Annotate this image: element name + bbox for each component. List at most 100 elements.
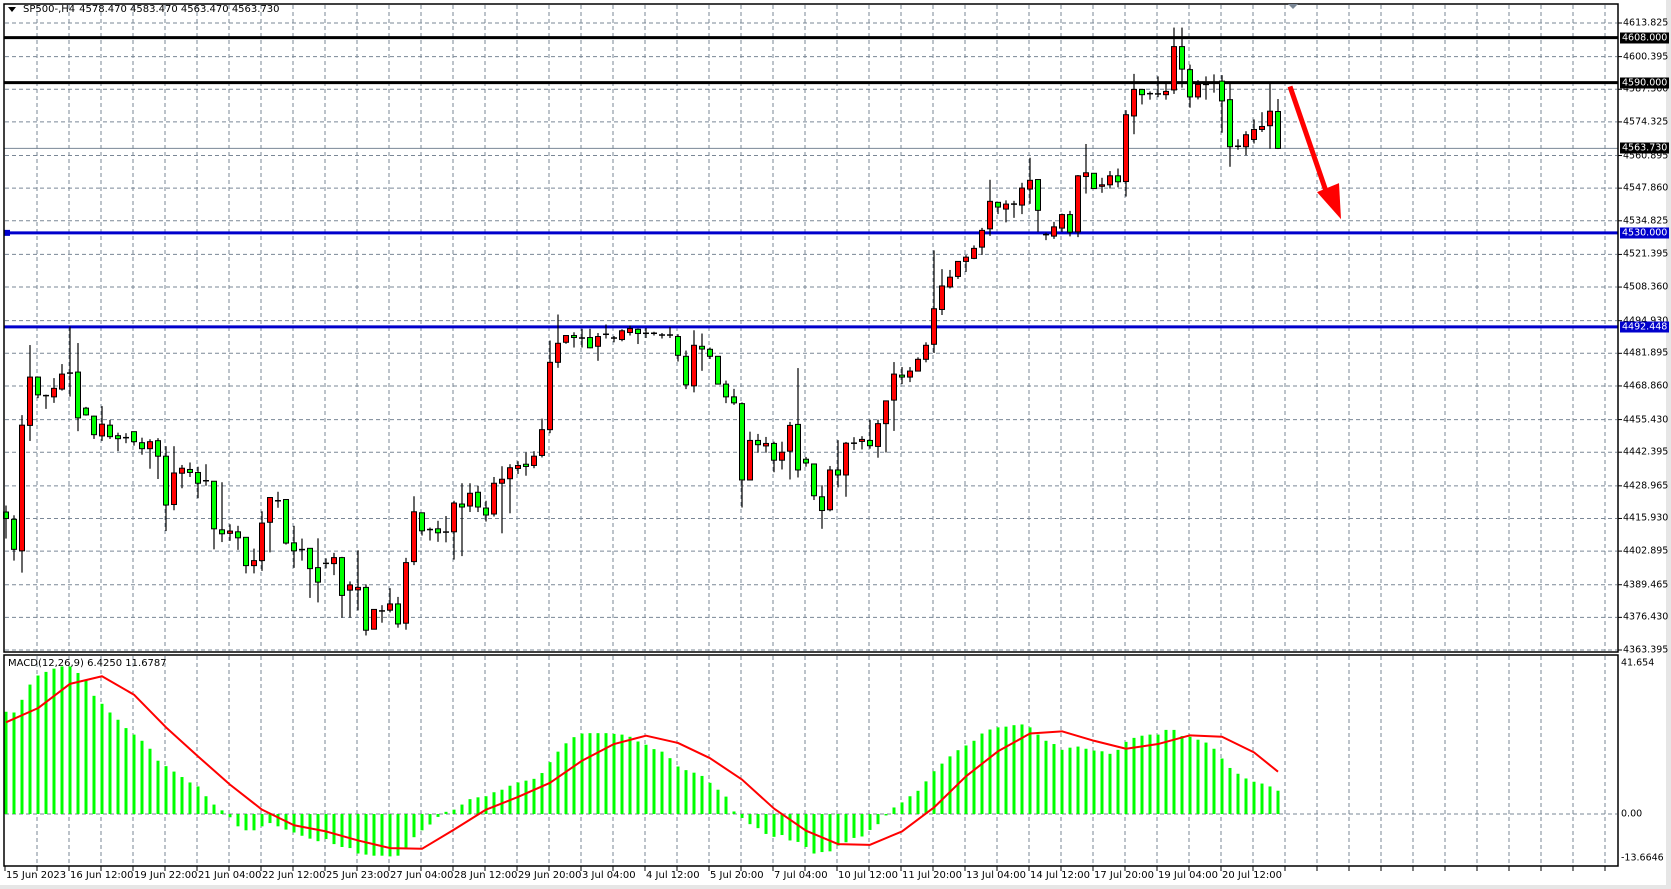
dropdown-triangle-icon[interactable] (8, 7, 16, 12)
candle-body (107, 424, 113, 438)
macd-histogram-bar (148, 748, 152, 814)
candle-body (1035, 179, 1041, 211)
candle (115, 432, 121, 452)
macd-histogram-bar (668, 758, 672, 814)
candle (83, 406, 89, 416)
macd-histogram-bar (476, 797, 480, 814)
candle-body (763, 442, 769, 447)
macd-histogram-bar (1012, 725, 1016, 814)
macd-histogram-bar (524, 780, 528, 814)
candle (123, 433, 129, 444)
candle (579, 328, 585, 348)
candle-body (683, 355, 689, 386)
candle (827, 465, 833, 512)
candle-body (1163, 90, 1169, 96)
candle (787, 421, 793, 480)
candle-body (507, 467, 513, 480)
macd-histogram-bar (156, 760, 160, 814)
candle-body (1179, 46, 1185, 70)
candle (1043, 232, 1049, 241)
price-axis-label: 4508.360 (1623, 281, 1669, 293)
macd-histogram-bar (1252, 781, 1256, 814)
macd-histogram-bar (748, 814, 752, 825)
chart-shift-marker-icon[interactable] (1288, 4, 1298, 9)
candle-body (291, 542, 297, 552)
candle (467, 483, 473, 513)
macd-histogram-bar (1116, 749, 1120, 814)
candle-body (691, 344, 697, 387)
candle-body (1123, 114, 1129, 183)
candle-body (1003, 203, 1009, 210)
candle-body (627, 328, 633, 334)
macd-histogram-bar (956, 750, 960, 814)
candle (59, 364, 65, 391)
candle-body (1139, 88, 1145, 96)
candle (699, 333, 705, 371)
macd-histogram-bar (1076, 746, 1080, 814)
candle (435, 520, 441, 542)
macd-histogram-bar (548, 762, 552, 814)
candle (35, 376, 41, 399)
macd-histogram-bar (212, 804, 216, 814)
candle-body (555, 342, 561, 363)
macd-histogram-bar (1148, 734, 1152, 814)
macd-histogram-bar (532, 778, 536, 814)
candle (475, 485, 481, 513)
candle-body (483, 507, 489, 516)
candle (803, 456, 809, 467)
candle-body (139, 442, 145, 450)
macd-histogram-bar (1276, 790, 1280, 814)
candle (659, 333, 665, 339)
macd-histogram-bar (636, 741, 640, 814)
candle-body (779, 451, 785, 461)
candle-body (179, 467, 185, 474)
macd-axis-label: 0.00 (1621, 808, 1643, 820)
candle (675, 334, 681, 362)
macd-histogram-bar (708, 782, 712, 814)
time-axis-label: 11 Jul 20:00 (902, 870, 962, 881)
candle (979, 227, 985, 255)
macd-histogram-bar (676, 766, 680, 814)
candle (771, 441, 777, 473)
macd-histogram-bar (484, 796, 488, 814)
candle-body (283, 499, 289, 544)
candle-body (1067, 214, 1073, 233)
candle-body (195, 471, 201, 484)
candle (155, 438, 161, 479)
candle (11, 515, 17, 561)
time-axis-label: 27 Jun 04:00 (390, 870, 454, 881)
candle (1187, 64, 1193, 108)
candle-body (467, 492, 473, 507)
candle (1251, 119, 1257, 144)
macd-histogram-bar (1268, 786, 1272, 814)
candle-body (523, 463, 529, 467)
macd-histogram-bar (244, 814, 248, 831)
candle (339, 556, 345, 618)
candle-body (115, 435, 121, 440)
macd-histogram-bar (292, 814, 296, 833)
candle-body (747, 439, 753, 481)
candle (891, 362, 897, 431)
down-arrow-annotation[interactable] (1287, 85, 1341, 220)
candle (171, 446, 177, 511)
macd-histogram-bar (1100, 751, 1104, 814)
candle-body (75, 371, 81, 419)
time-axis-label: 25 Jun 23:00 (326, 870, 390, 881)
candle (915, 357, 921, 372)
time-axis-label: 16 Jun 12:00 (70, 870, 134, 881)
support-price-tag: 4492.448 (1620, 321, 1670, 333)
price-axis-label: 4468.860 (1623, 380, 1669, 392)
candle (459, 483, 465, 557)
candle (1019, 182, 1025, 215)
candle-body (571, 335, 577, 339)
candle (355, 550, 361, 611)
macd-histogram-bar (236, 814, 240, 827)
macd-pane-border (3, 654, 1619, 867)
symbol-info: SP500-,H4 4578.470 4583.470 4563.470 456… (8, 4, 280, 15)
macd-histogram-bar (108, 712, 112, 814)
candle-body (595, 336, 601, 347)
candle-body (723, 383, 729, 398)
candle (1035, 179, 1041, 232)
candle-body (539, 429, 545, 456)
